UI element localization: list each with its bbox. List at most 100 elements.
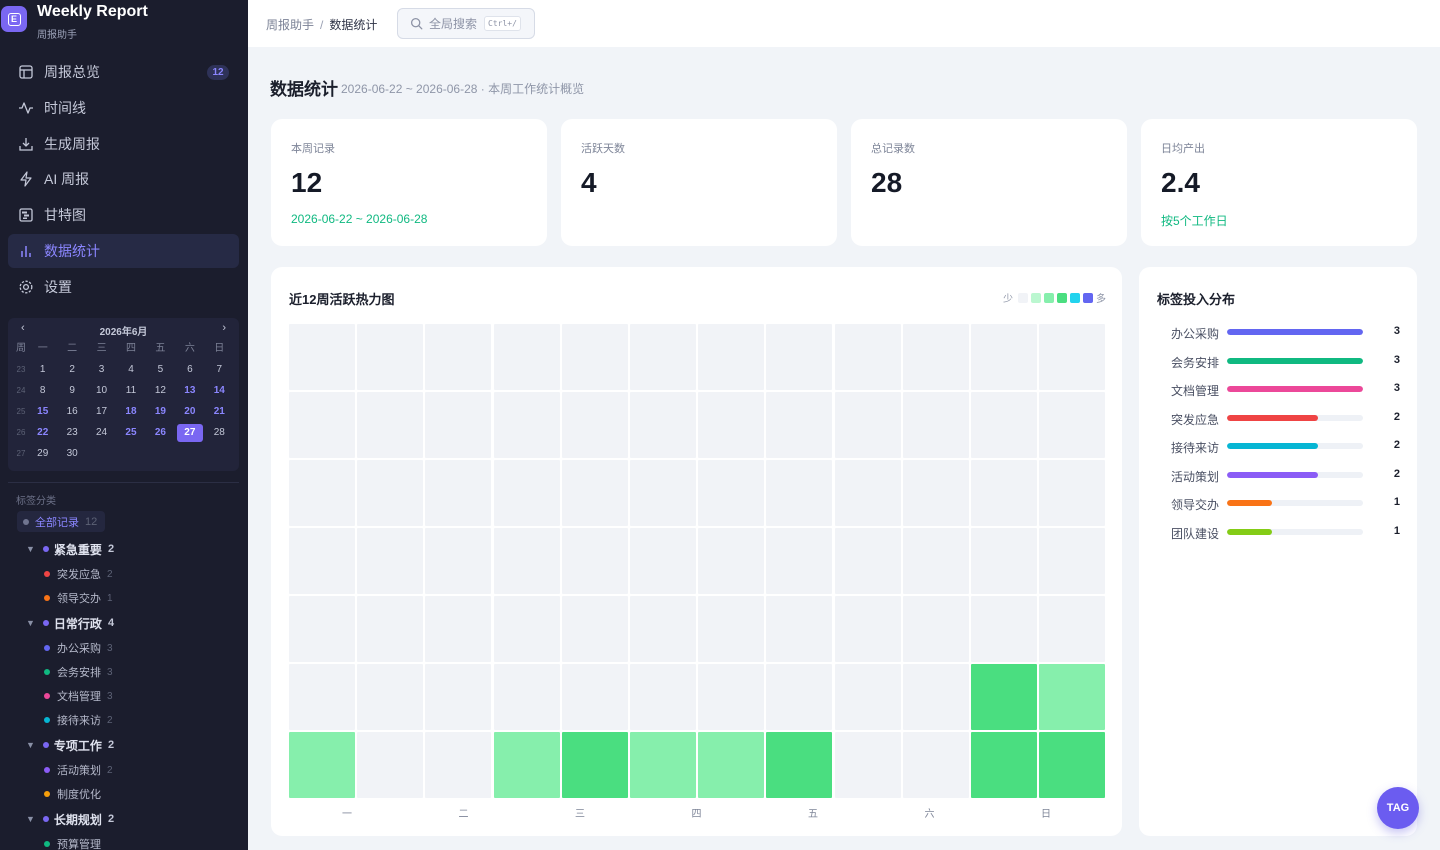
calendar-day[interactable]: 16 bbox=[66, 406, 78, 417]
sidebar-item-5[interactable]: 数据统计 bbox=[8, 233, 239, 268]
heatmap-cell[interactable] bbox=[425, 392, 492, 458]
calendar-today[interactable]: 27 bbox=[176, 424, 203, 442]
heatmap-cell[interactable] bbox=[698, 664, 765, 730]
calendar-day[interactable]: 8 bbox=[39, 385, 46, 396]
sidebar-item-4[interactable]: 甘特图 bbox=[8, 198, 239, 232]
distribution-row[interactable]: 办公采购 3 bbox=[1157, 322, 1402, 351]
heatmap-cell[interactable] bbox=[425, 460, 492, 526]
tag-item[interactable]: 文档管理 3 bbox=[0, 684, 248, 708]
heatmap-cell[interactable] bbox=[698, 528, 765, 594]
heatmap-cell[interactable] bbox=[561, 528, 628, 594]
global-search[interactable]: 全局搜索 Ctrl+/ bbox=[397, 8, 535, 39]
calendar-day[interactable]: 2 bbox=[69, 364, 75, 375]
calendar-day[interactable]: 10 bbox=[96, 385, 108, 396]
heatmap-cell[interactable] bbox=[357, 528, 424, 594]
sidebar-item-6[interactable]: 设置 bbox=[8, 270, 239, 304]
heatmap-cell[interactable] bbox=[561, 392, 628, 458]
heatmap-cell[interactable] bbox=[834, 528, 901, 594]
tag-fab-button[interactable]: TAG bbox=[1377, 787, 1419, 829]
heatmap-cell[interactable] bbox=[766, 596, 833, 662]
heatmap-cell[interactable] bbox=[425, 596, 492, 662]
heatmap-cell[interactable] bbox=[493, 596, 560, 662]
tag-group[interactable]: ▼ 紧急重要 2 bbox=[0, 536, 248, 562]
calendar-day[interactable]: 26 bbox=[154, 427, 166, 438]
heatmap-cell[interactable] bbox=[561, 460, 628, 526]
heatmap-cell[interactable] bbox=[629, 732, 696, 798]
distribution-row[interactable]: 领导交办 1 bbox=[1157, 493, 1402, 522]
tag-all-records[interactable]: 全部记录 12 bbox=[17, 511, 106, 532]
heatmap-cell[interactable] bbox=[629, 460, 696, 526]
tag-item[interactable]: 突发应急 2 bbox=[0, 562, 248, 586]
calendar-next-button[interactable]: › bbox=[222, 322, 226, 334]
calendar-day[interactable]: 21 bbox=[213, 406, 225, 417]
heatmap-cell[interactable] bbox=[766, 392, 833, 458]
calendar-day[interactable]: 17 bbox=[96, 406, 108, 417]
tag-item[interactable]: 办公采购 3 bbox=[0, 636, 248, 660]
distribution-row[interactable]: 团队建设 1 bbox=[1157, 522, 1402, 551]
heatmap-cell[interactable] bbox=[1039, 324, 1106, 390]
tag-group[interactable]: ▼ 长期规划 2 bbox=[0, 806, 248, 832]
heatmap-cell[interactable] bbox=[834, 596, 901, 662]
heatmap-cell[interactable] bbox=[834, 324, 901, 390]
heatmap-cell[interactable] bbox=[902, 664, 969, 730]
calendar-day[interactable]: 6 bbox=[187, 364, 193, 375]
heatmap-cell[interactable] bbox=[970, 664, 1037, 730]
heatmap-cell[interactable] bbox=[970, 460, 1037, 526]
heatmap-cell[interactable] bbox=[289, 528, 355, 594]
heatmap-cell[interactable] bbox=[902, 460, 969, 526]
calendar-day[interactable]: 15 bbox=[37, 406, 49, 417]
sidebar-item-2[interactable]: 生成周报 bbox=[8, 127, 239, 161]
heatmap-cell[interactable] bbox=[970, 324, 1037, 390]
heatmap-cell[interactable] bbox=[1039, 732, 1106, 798]
heatmap-cell[interactable] bbox=[425, 528, 492, 594]
heatmap-cell[interactable] bbox=[629, 324, 696, 390]
heatmap-cell[interactable] bbox=[561, 664, 628, 730]
calendar-day[interactable]: 25 bbox=[125, 427, 137, 438]
heatmap-cell[interactable] bbox=[834, 732, 901, 798]
heatmap-cell[interactable] bbox=[1039, 528, 1106, 594]
heatmap-cell[interactable] bbox=[970, 392, 1037, 458]
sidebar-item-3[interactable]: AI 周报 bbox=[8, 162, 239, 196]
heatmap-cell[interactable] bbox=[766, 460, 833, 526]
distribution-row[interactable]: 文档管理 3 bbox=[1157, 379, 1402, 408]
calendar-day[interactable]: 18 bbox=[125, 406, 137, 417]
tag-item[interactable]: 制度优化 bbox=[0, 782, 248, 806]
heatmap-cell[interactable] bbox=[902, 528, 969, 594]
calendar-day[interactable]: 11 bbox=[125, 385, 137, 396]
heatmap-cell[interactable] bbox=[766, 324, 833, 390]
calendar-day[interactable]: 29 bbox=[37, 448, 49, 459]
tag-item[interactable]: 领导交办 1 bbox=[0, 586, 248, 610]
heatmap-cell[interactable] bbox=[289, 460, 355, 526]
heatmap-cell[interactable] bbox=[834, 392, 901, 458]
heatmap-cell[interactable] bbox=[698, 324, 765, 390]
heatmap-cell[interactable] bbox=[902, 732, 969, 798]
calendar-day[interactable]: 19 bbox=[154, 406, 166, 417]
heatmap-cell[interactable] bbox=[766, 732, 833, 798]
calendar-day[interactable]: 27 bbox=[175, 422, 204, 443]
heatmap-cell[interactable] bbox=[629, 664, 696, 730]
calendar-prev-button[interactable]: ‹ bbox=[21, 322, 25, 334]
distribution-row[interactable]: 接待来访 2 bbox=[1157, 436, 1402, 465]
calendar-day[interactable]: 28 bbox=[213, 427, 225, 438]
heatmap-cell[interactable] bbox=[629, 392, 696, 458]
heatmap-cell[interactable] bbox=[902, 324, 969, 390]
heatmap-cell[interactable] bbox=[357, 732, 424, 798]
heatmap-cell[interactable] bbox=[629, 528, 696, 594]
heatmap-cell[interactable] bbox=[970, 528, 1037, 594]
calendar-day[interactable]: 1 bbox=[39, 364, 46, 375]
distribution-row[interactable]: 会务安排 3 bbox=[1157, 351, 1402, 380]
calendar-day[interactable]: 4 bbox=[128, 364, 134, 375]
tag-group[interactable]: ▼ 专项工作 2 bbox=[0, 732, 248, 758]
heatmap-cell[interactable] bbox=[1039, 596, 1106, 662]
heatmap-cell[interactable] bbox=[1039, 392, 1106, 458]
heatmap-cell[interactable] bbox=[698, 732, 765, 798]
heatmap-cell[interactable] bbox=[766, 664, 833, 730]
heatmap-cell[interactable] bbox=[902, 392, 969, 458]
heatmap-cell[interactable] bbox=[561, 732, 628, 798]
heatmap-cell[interactable] bbox=[493, 324, 560, 390]
heatmap-cell[interactable] bbox=[493, 732, 560, 798]
calendar-day[interactable]: 5 bbox=[157, 364, 164, 375]
heatmap-cell[interactable] bbox=[698, 460, 765, 526]
heatmap-cell[interactable] bbox=[425, 664, 492, 730]
heatmap-cell[interactable] bbox=[902, 596, 969, 662]
